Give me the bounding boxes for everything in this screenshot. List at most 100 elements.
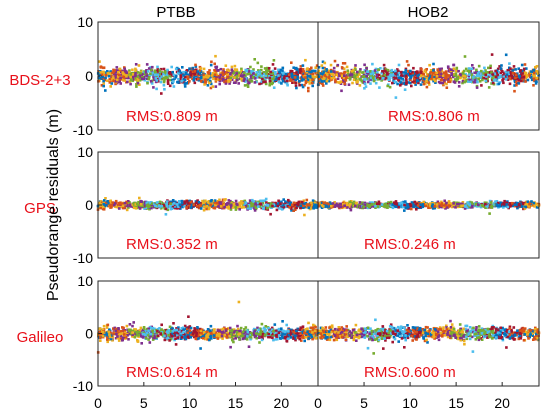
residual-point	[491, 73, 495, 76]
residual-point	[291, 74, 294, 78]
residual-point	[271, 77, 274, 81]
residual-point	[437, 73, 441, 77]
residual-point	[220, 331, 223, 334]
residual-point	[519, 69, 523, 72]
residual-point	[277, 199, 280, 203]
residual-point	[264, 73, 268, 76]
residual-point	[264, 197, 268, 201]
residual-point	[332, 66, 336, 70]
residual-point	[153, 78, 156, 81]
residual-point	[259, 199, 262, 203]
residual-point	[529, 204, 533, 207]
residual-point	[376, 202, 379, 205]
residual-point	[292, 78, 295, 81]
residual-point	[300, 83, 303, 87]
residual-point	[363, 78, 366, 81]
residual-scatter-bds-2-3-hob2	[316, 53, 540, 99]
residual-point	[391, 81, 394, 85]
residual-point	[109, 337, 113, 341]
residual-point	[414, 76, 417, 80]
residual-point	[337, 204, 340, 207]
residual-point	[177, 200, 181, 203]
residual-point	[222, 68, 225, 71]
residual-point	[141, 72, 144, 76]
residual-point	[151, 71, 154, 75]
residual-point	[299, 204, 303, 208]
residual-point	[526, 203, 529, 206]
residual-point	[368, 73, 371, 76]
residual-point	[176, 205, 180, 208]
residual-point	[274, 204, 277, 208]
residual-point	[487, 86, 491, 89]
residual-point	[455, 79, 458, 82]
residual-point	[192, 76, 196, 79]
residual-point	[404, 200, 407, 203]
residual-point	[281, 66, 285, 70]
residual-point	[419, 205, 422, 209]
residual-point	[314, 325, 317, 329]
residual-point	[273, 67, 277, 70]
residual-point	[456, 77, 460, 81]
residual-point	[496, 73, 499, 77]
residual-point	[532, 78, 536, 82]
residual-point	[335, 73, 338, 76]
residual-point	[345, 65, 349, 69]
residual-point	[312, 207, 315, 210]
residual-point	[315, 64, 319, 67]
residual-point	[321, 66, 325, 70]
residual-point	[258, 82, 261, 86]
residual-point	[490, 71, 493, 74]
residual-point	[379, 67, 382, 70]
residual-point	[353, 66, 357, 70]
residual-point	[295, 86, 298, 90]
residual-point	[199, 207, 203, 210]
residual-point	[310, 66, 313, 70]
residual-point	[142, 77, 146, 80]
residual-point	[166, 204, 169, 208]
residual-point	[307, 70, 310, 74]
residual-point	[114, 336, 118, 340]
residual-point	[256, 61, 260, 65]
residual-point	[283, 74, 287, 77]
residual-point	[136, 206, 139, 210]
residual-point	[112, 78, 116, 81]
residual-point	[326, 73, 329, 76]
residual-point	[281, 73, 284, 77]
residual-point	[248, 81, 251, 85]
residual-point	[294, 84, 298, 87]
residual-point	[447, 204, 451, 207]
residual-point	[330, 77, 333, 80]
residual-point	[183, 201, 186, 204]
residual-point	[321, 60, 325, 64]
residual-point	[433, 205, 436, 208]
residual-point	[303, 83, 306, 87]
residual-point	[249, 71, 253, 75]
residual-point	[145, 69, 148, 72]
residual-point	[363, 201, 367, 205]
residual-point	[238, 205, 242, 208]
residual-point	[480, 69, 483, 73]
residual-point	[218, 76, 221, 79]
residual-point	[121, 204, 125, 208]
residual-point	[441, 81, 444, 85]
residual-point	[272, 59, 276, 62]
residual-point	[475, 84, 479, 88]
residual-point	[454, 206, 457, 209]
residual-point	[102, 82, 105, 85]
residual-point	[356, 79, 359, 83]
residual-point	[504, 75, 508, 78]
residual-point	[269, 70, 273, 74]
residual-point	[535, 65, 539, 68]
residual-point	[256, 326, 259, 330]
residual-point	[298, 80, 301, 83]
residual-point	[135, 329, 138, 333]
residual-point	[240, 333, 244, 337]
residual-point	[359, 78, 362, 82]
residual-point	[262, 79, 266, 82]
residual-point	[170, 73, 174, 77]
residual-point	[175, 203, 179, 206]
residual-point	[192, 203, 195, 206]
residual-point	[99, 206, 102, 210]
residual-point	[176, 80, 179, 84]
residual-point	[146, 70, 150, 73]
